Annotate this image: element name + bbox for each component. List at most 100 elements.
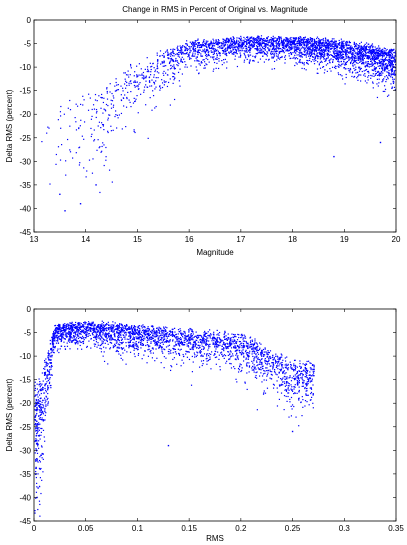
scatter-point	[58, 326, 60, 328]
scatter-point	[380, 63, 382, 65]
scatter-point	[292, 37, 295, 40]
scatter-point	[231, 46, 233, 49]
scatter-point	[372, 56, 374, 58]
scatter-point	[128, 76, 130, 78]
scatter-point	[155, 105, 157, 108]
scatter-point	[302, 37, 305, 39]
scatter-point	[365, 55, 367, 57]
scatter-point	[275, 50, 278, 52]
scatter-point	[233, 45, 235, 47]
scatter-point	[247, 54, 249, 56]
scatter-point	[203, 353, 206, 355]
scatter-point	[344, 58, 346, 60]
scatter-point	[243, 42, 245, 44]
scatter-point	[203, 332, 205, 334]
scatter-point	[80, 331, 83, 333]
scatter-point	[38, 459, 41, 462]
scatter-point	[379, 52, 382, 54]
scatter-point	[287, 367, 290, 369]
scatter-point	[287, 392, 289, 394]
scatter-point	[95, 112, 98, 114]
scatter-point	[121, 326, 123, 328]
scatter-point	[304, 36, 306, 38]
scatter-point	[218, 57, 220, 60]
scatter-point	[369, 56, 371, 58]
scatter-point	[186, 43, 188, 45]
scatter-point	[278, 38, 280, 40]
scatter-point	[323, 50, 325, 52]
scatter-point	[110, 125, 112, 127]
scatter-point	[119, 342, 121, 344]
scatter-point	[186, 345, 188, 347]
scatter-point	[355, 56, 357, 58]
scatter-point	[311, 37, 313, 40]
scatter-point	[260, 44, 262, 46]
scatter-point	[256, 36, 259, 38]
scatter-point	[238, 369, 240, 371]
scatter-point	[360, 55, 363, 57]
scatter-point	[126, 338, 128, 340]
scatter-point	[390, 83, 392, 85]
scatter-point	[48, 127, 50, 129]
scatter-point	[245, 45, 247, 47]
scatter-point	[331, 66, 334, 68]
scatter-point	[263, 42, 265, 45]
scatter-point	[240, 44, 242, 46]
scatter-point	[335, 54, 338, 56]
scatter-point	[275, 42, 277, 44]
scatter-point	[197, 42, 199, 44]
scatter-point	[334, 65, 336, 67]
scatter-point	[294, 58, 296, 60]
scatter-point	[307, 53, 309, 55]
scatter-point	[94, 93, 97, 96]
scatter-point	[260, 353, 262, 355]
scatter-point	[128, 338, 130, 341]
scatter-point	[246, 48, 248, 50]
scatter-point	[284, 366, 286, 368]
scatter-point	[381, 58, 384, 60]
scatter-point	[39, 406, 41, 409]
scatter-point	[263, 48, 265, 50]
scatter-point	[172, 59, 174, 61]
scatter-point	[171, 366, 173, 368]
scatter-point	[359, 68, 361, 71]
scatter-point	[129, 351, 132, 353]
scatter-point	[363, 49, 365, 51]
scatter-point	[133, 97, 135, 99]
scatter-point	[99, 191, 101, 194]
scatter-point	[184, 48, 186, 50]
scatter-point	[331, 40, 333, 42]
scatter-point	[360, 74, 362, 76]
scatter-point	[42, 411, 44, 413]
scatter-point	[112, 95, 114, 97]
scatter-point	[89, 327, 91, 329]
scatter-point	[36, 401, 38, 403]
scatter-point	[137, 325, 140, 327]
scatter-point	[69, 348, 71, 350]
scatter-point	[158, 331, 160, 333]
scatter-point	[384, 48, 386, 50]
scatter-point	[45, 365, 47, 367]
scatter-point	[382, 51, 384, 53]
scatter-point	[283, 42, 286, 44]
scatter-point	[137, 354, 139, 356]
scatter-point	[257, 43, 259, 45]
scatter-point	[205, 358, 207, 360]
scatter-point	[363, 61, 365, 64]
scatter-point	[156, 54, 158, 56]
scatter-point	[200, 351, 202, 353]
scatter-point	[198, 43, 200, 45]
scatter-point	[84, 321, 86, 323]
scatter-point	[369, 46, 372, 48]
scatter-point	[248, 46, 250, 48]
scatter-point	[362, 58, 364, 60]
scatter-point	[388, 73, 390, 75]
scatter-point	[325, 50, 327, 52]
scatter-point	[148, 339, 150, 341]
scatter-point	[228, 41, 230, 44]
scatter-point	[321, 52, 323, 54]
scatter-point	[37, 473, 39, 475]
scatter-point	[273, 358, 275, 360]
scatter-point	[306, 381, 308, 383]
scatter-point	[327, 52, 329, 54]
